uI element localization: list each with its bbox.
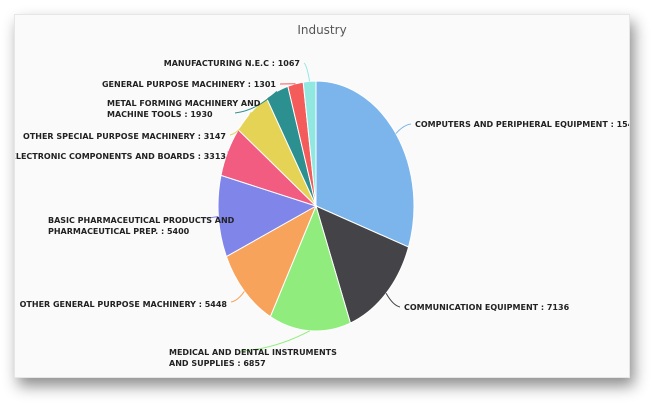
- data-label: OTHER SPECIAL PURPOSE MACHINERY : 3147: [23, 132, 226, 141]
- data-label-line: BASIC PHARMACEUTICAL PRODUCTS AND: [48, 216, 235, 225]
- data-label: GENERAL PURPOSE MACHINERY : 1301: [102, 80, 276, 89]
- data-label: ELECTRONIC COMPONENTS AND BOARDS : 3313: [15, 152, 226, 161]
- chart-title: Industry: [297, 23, 347, 37]
- label-connector: [229, 111, 252, 136]
- data-label-line: METAL FORMING MACHINERY AND: [107, 99, 261, 108]
- data-label-line: GENERAL PURPOSE MACHINERY : 1301: [102, 80, 276, 89]
- label-connector: [234, 91, 278, 114]
- label-connector: [303, 62, 311, 82]
- data-label: MANUFACTURING N.E.C : 1067: [164, 59, 300, 68]
- pie-slice[interactable]: [217, 174, 318, 258]
- data-label-line: OTHER SPECIAL PURPOSE MACHINERY : 3147: [23, 132, 226, 141]
- data-label-line: MACHINE TOOLS : 1930: [107, 110, 213, 119]
- data-label: COMPUTERS AND PERIPHERAL EQUIPMENT : 154…: [415, 120, 629, 129]
- data-label-line: MANUFACTURING N.E.C : 1067: [164, 59, 300, 68]
- data-label: COMMUNICATION EQUIPMENT : 7136: [404, 303, 570, 312]
- label-connector: [230, 291, 245, 303]
- data-label-line: ELECTRONIC COMPONENTS AND BOARDS : 3313: [15, 152, 226, 161]
- data-label-line: COMMUNICATION EQUIPMENT : 7136: [404, 303, 570, 312]
- data-label-line: OTHER GENERAL PURPOSE MACHINERY : 5448: [20, 300, 228, 309]
- chart-card: Industry COMPUTERS AND PERIPHERAL EQUIPM…: [14, 14, 630, 378]
- data-label: METAL FORMING MACHINERY AND MACHINE TOOLS…: [107, 99, 261, 119]
- data-label: MEDICAL AND DENTAL INSTRUMENTS AND SUPPLI…: [169, 348, 337, 368]
- pie-chart: COMPUTERS AND PERIPHERAL EQUIPMENT : 154…: [15, 59, 629, 368]
- data-label-line: MEDICAL AND DENTAL INSTRUMENTS: [169, 348, 337, 357]
- data-label-line: PHARMACEUTICAL PREP. : 5400: [48, 227, 190, 236]
- data-label: BASIC PHARMACEUTICAL PRODUCTS AND PHARMAC…: [48, 216, 235, 236]
- label-connector: [395, 123, 412, 134]
- pie-slice[interactable]: [269, 204, 351, 332]
- data-label-line: AND SUPPLIES : 6857: [169, 359, 266, 368]
- label-connector: [240, 330, 311, 352]
- label-connector: [385, 293, 401, 308]
- label-connector: [204, 216, 219, 219]
- label-connector: [227, 151, 231, 156]
- data-label: OTHER GENERAL PURPOSE MACHINERY : 5448: [20, 300, 228, 309]
- pie-slice[interactable]: [225, 204, 318, 318]
- data-label-line: COMPUTERS AND PERIPHERAL EQUIPMENT : 154…: [415, 120, 629, 129]
